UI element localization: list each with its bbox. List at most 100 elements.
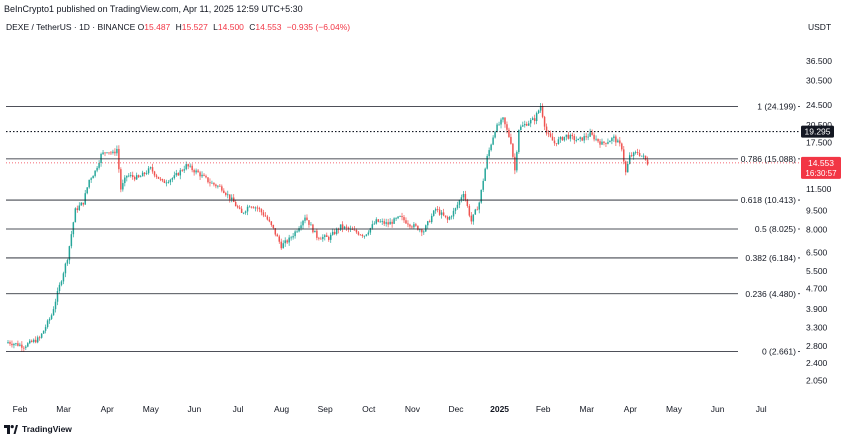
y-tick-label: 8.000 (806, 224, 828, 234)
candle-body (527, 123, 530, 126)
candle-body (68, 246, 71, 261)
candle-body (215, 184, 217, 187)
candle-body (230, 197, 233, 200)
candle-body (44, 327, 47, 331)
candle-body (589, 132, 591, 137)
fib-level-label: 0.786 (15.088) (741, 154, 796, 164)
candle-body (371, 224, 374, 229)
candle-body (66, 260, 69, 264)
candle-body (339, 224, 342, 230)
candle-body (165, 182, 168, 184)
x-tick-label: Jul (233, 404, 244, 414)
candle-body (541, 106, 544, 117)
candle-body (32, 339, 35, 342)
candle-body (563, 136, 566, 141)
candle-body (571, 134, 574, 137)
high-value: 15.527 (181, 22, 208, 32)
candle-body (34, 339, 37, 343)
candle-body (159, 178, 162, 180)
candle-body (110, 152, 112, 154)
candle-body (250, 206, 253, 208)
candle-body (462, 194, 465, 198)
candle-body (213, 182, 215, 185)
candle-body (518, 129, 520, 153)
close-label: C (249, 22, 256, 32)
candle-body (177, 173, 180, 176)
candle-body (413, 224, 415, 228)
candle-body (514, 156, 516, 171)
candle-body (19, 344, 21, 346)
candle-body (11, 343, 13, 346)
candle-body (217, 185, 219, 187)
candle-body (229, 194, 231, 200)
candle-body (90, 178, 92, 180)
low-value: 14.500 (217, 22, 244, 32)
fib-level-label: 0.382 (6.184) (745, 253, 796, 263)
candle-body (36, 337, 39, 343)
candle-body (52, 309, 55, 316)
candle-body (638, 153, 641, 156)
candle-body (139, 176, 142, 178)
candle-body (567, 134, 570, 139)
candle-body (122, 183, 124, 190)
symbol-name[interactable]: DEXE / TetherUS · 1D · BINANCE (6, 22, 136, 32)
fib-level-label: 1 (24.199) (757, 101, 796, 111)
candle-body (13, 343, 15, 346)
candle-body (623, 149, 625, 162)
candle-body (450, 216, 453, 218)
candle-body (258, 208, 261, 210)
x-tick-label: Apr (624, 404, 637, 414)
y-tick-label: 3.900 (806, 304, 828, 314)
candle-body (423, 231, 425, 233)
x-tick-label: Feb (13, 404, 28, 414)
candle-body (472, 214, 475, 222)
candle-body (547, 133, 550, 135)
candle-body (296, 231, 298, 233)
fib-level-label: 0.618 (10.413) (741, 195, 796, 205)
candle-body (415, 224, 417, 226)
candle-body (46, 320, 49, 328)
candle-body (225, 192, 227, 195)
candle-body (266, 216, 269, 220)
fib-label-bg (738, 194, 798, 206)
candle-body (244, 211, 247, 213)
candle-body (407, 223, 409, 225)
candle-body (480, 189, 482, 203)
fib-level-label: 0 (2.661) (762, 347, 796, 357)
candle-body (619, 140, 621, 144)
candle-body (389, 221, 391, 225)
candle-body (56, 291, 59, 302)
candle-body (569, 134, 572, 139)
candle-body (565, 134, 568, 137)
candle-body (427, 221, 429, 226)
candle-body (286, 240, 288, 243)
candle-body (108, 152, 110, 154)
candle-body (403, 217, 405, 221)
candle-body (533, 118, 536, 122)
candle-body (227, 194, 229, 196)
candle-body (529, 119, 532, 124)
candle-body (355, 230, 358, 233)
candle-body (98, 163, 100, 168)
x-tick-label: Apr (101, 404, 114, 414)
candle-body (375, 219, 378, 224)
candle-body (526, 123, 528, 126)
candle-body (537, 110, 540, 114)
candle-body (54, 301, 57, 310)
candle-body (161, 179, 164, 181)
candle-body (535, 113, 538, 122)
candle-body (88, 179, 90, 188)
candle-body (551, 136, 554, 141)
candle-body (209, 182, 211, 184)
change-value: −0.935 (−6.04%) (286, 22, 351, 32)
candle-body (181, 170, 183, 172)
candle-body (464, 194, 467, 200)
candle-body (646, 159, 649, 165)
candle-body (377, 219, 380, 222)
candle-body (143, 172, 146, 174)
candle-body (401, 216, 403, 218)
x-tick-label: Nov (405, 404, 421, 414)
candle-body (381, 221, 383, 222)
candle-body (25, 346, 27, 348)
